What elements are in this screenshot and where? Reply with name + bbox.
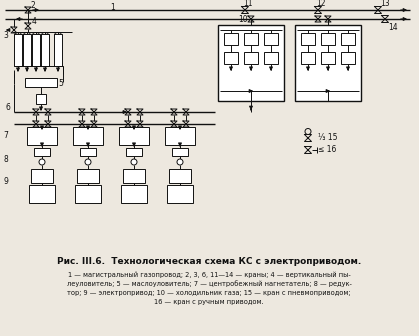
Text: 6: 6	[5, 102, 10, 112]
Bar	[36, 94, 46, 104]
Bar	[29, 185, 55, 203]
Text: 2: 2	[30, 0, 35, 9]
Text: 3: 3	[3, 32, 8, 41]
Bar	[224, 33, 238, 45]
Text: леуловитель; 5 — маслоуловитель; 7 — центробежный нагнетатель; 8 — редук-: леуловитель; 5 — маслоуловитель; 7 — цен…	[67, 281, 352, 287]
Text: 7: 7	[3, 131, 8, 140]
Text: 11: 11	[243, 0, 253, 7]
Bar	[218, 25, 284, 101]
Bar	[80, 148, 96, 156]
Bar	[224, 52, 238, 64]
Text: 16 — кран с ручным приводом.: 16 — кран с ручным приводом.	[154, 299, 264, 305]
Text: 9: 9	[3, 177, 8, 186]
Text: 1 — магистральный газопровод; 2, 3, 6, 11—14 — краны; 4 — вертикальный пы-: 1 — магистральный газопровод; 2, 3, 6, 1…	[67, 272, 350, 278]
Bar	[14, 34, 22, 66]
Text: 4: 4	[32, 17, 37, 27]
Bar	[126, 148, 142, 156]
Text: 10: 10	[238, 15, 248, 25]
Bar	[77, 169, 99, 183]
Bar	[31, 169, 53, 183]
Circle shape	[305, 128, 311, 134]
Text: 8: 8	[3, 155, 8, 164]
Bar	[301, 33, 315, 45]
Bar	[341, 52, 355, 64]
Bar	[264, 33, 278, 45]
Bar	[295, 25, 361, 101]
Bar	[264, 52, 278, 64]
Bar	[321, 33, 335, 45]
Bar	[34, 148, 50, 156]
Bar	[54, 34, 62, 66]
Text: ≤ 16: ≤ 16	[318, 145, 336, 155]
Circle shape	[131, 159, 137, 165]
Bar	[244, 33, 258, 45]
Bar	[341, 33, 355, 45]
Bar	[27, 127, 57, 145]
Bar	[32, 34, 40, 66]
Bar	[123, 169, 145, 183]
Text: тор; 9 — электропривод; 10 — холодильник газа; 15 — кран с пневмоприводом;: тор; 9 — электропривод; 10 — холодильник…	[67, 290, 351, 296]
Text: 12: 12	[316, 0, 326, 7]
Text: 5: 5	[58, 80, 63, 88]
Bar	[244, 52, 258, 64]
Text: 1: 1	[110, 2, 115, 11]
Bar	[169, 169, 191, 183]
Bar	[167, 185, 193, 203]
Bar	[301, 52, 315, 64]
Text: 14: 14	[388, 23, 398, 32]
Bar	[172, 148, 188, 156]
Bar	[119, 127, 149, 145]
Bar	[121, 185, 147, 203]
Text: 13: 13	[380, 0, 390, 7]
Circle shape	[39, 159, 45, 165]
Bar	[73, 127, 103, 145]
Bar	[321, 52, 335, 64]
Text: ⅓ 15: ⅓ 15	[318, 133, 337, 142]
Bar	[165, 127, 195, 145]
Bar	[41, 34, 49, 66]
Bar	[75, 185, 101, 203]
Bar	[25, 78, 57, 87]
Circle shape	[177, 159, 183, 165]
Bar	[23, 34, 31, 66]
Circle shape	[85, 159, 91, 165]
Text: Рис. III.6.  Технологическая схема КС с электроприводом.: Рис. III.6. Технологическая схема КС с э…	[57, 257, 361, 266]
